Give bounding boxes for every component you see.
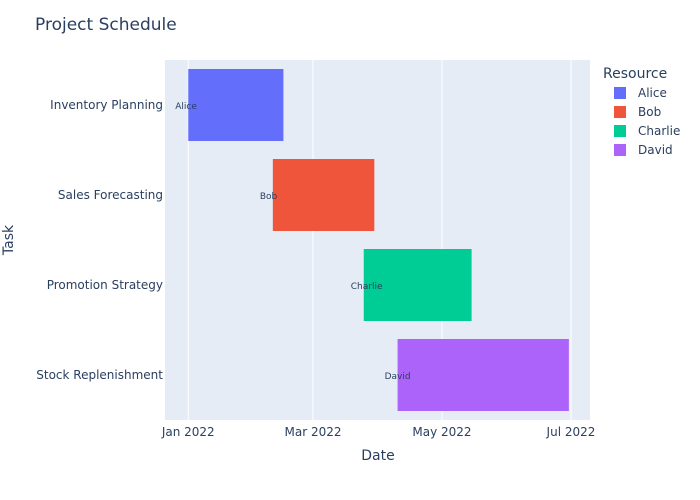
x-tick-labels: Jan 2022 Mar 2022 May 2022 Jul 2022 — [161, 425, 596, 439]
legend-swatch-charlie — [614, 125, 626, 137]
bar-charlie — [363, 249, 472, 321]
y-axis-title: Task — [1, 224, 17, 256]
legend-label: Alice — [638, 86, 667, 100]
y-tick-label: Inventory Planning — [50, 98, 163, 112]
x-tick-label: Mar 2022 — [285, 425, 342, 439]
bar-label: Charlie — [351, 282, 383, 292]
x-tick-label: May 2022 — [412, 425, 471, 439]
legend-swatch-bob — [614, 106, 626, 118]
bars: Alice Bob Charlie David — [175, 69, 569, 411]
chart-title: Project Schedule — [35, 15, 177, 35]
bar-bob — [272, 159, 375, 231]
x-tick-label: Jan 2022 — [161, 425, 215, 439]
x-tick-label: Jul 2022 — [546, 425, 596, 439]
legend-swatch-david — [614, 144, 626, 156]
legend: Resource Alice Bob Charlie David — [603, 66, 680, 157]
legend-label: Charlie — [638, 124, 680, 138]
x-axis-title: Date — [361, 448, 394, 464]
bar-label: Bob — [260, 192, 278, 202]
legend-swatch-alice — [614, 87, 626, 99]
y-tick-labels: Inventory Planning Sales Forecasting Promo… — [36, 98, 163, 382]
legend-title: Resource — [603, 66, 667, 82]
bar-label: Alice — [175, 102, 197, 112]
legend-label: David — [638, 143, 673, 157]
legend-label: Bob — [638, 105, 661, 119]
y-tick-label: Sales Forecasting — [58, 188, 163, 202]
bar-alice — [188, 69, 284, 141]
y-tick-label: Stock Replenishment — [36, 368, 163, 382]
bar-label: David — [385, 372, 411, 382]
bar-david — [397, 339, 569, 411]
y-tick-label: Promotion Strategy — [47, 278, 163, 292]
